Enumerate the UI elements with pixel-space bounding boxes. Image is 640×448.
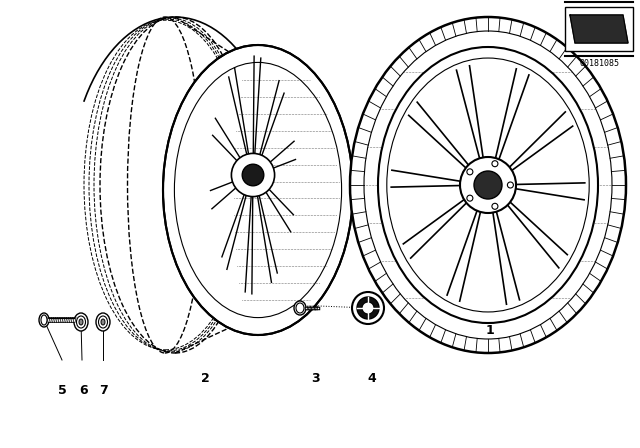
Text: 5: 5 bbox=[58, 383, 67, 396]
Text: 4: 4 bbox=[367, 371, 376, 384]
Ellipse shape bbox=[467, 195, 473, 201]
Bar bbox=[565, 7, 633, 51]
Text: 2: 2 bbox=[200, 371, 209, 384]
Ellipse shape bbox=[163, 45, 353, 335]
Ellipse shape bbox=[99, 316, 108, 328]
Text: 7: 7 bbox=[99, 383, 108, 396]
Text: 1: 1 bbox=[486, 323, 494, 336]
Ellipse shape bbox=[467, 169, 473, 175]
Ellipse shape bbox=[362, 302, 374, 314]
Ellipse shape bbox=[101, 319, 105, 325]
Text: 3: 3 bbox=[310, 371, 319, 384]
Ellipse shape bbox=[352, 292, 384, 324]
Text: 6: 6 bbox=[80, 383, 88, 396]
Ellipse shape bbox=[79, 319, 83, 325]
Ellipse shape bbox=[41, 315, 47, 325]
Ellipse shape bbox=[378, 47, 598, 323]
Ellipse shape bbox=[492, 203, 498, 209]
Ellipse shape bbox=[74, 313, 88, 331]
Ellipse shape bbox=[350, 17, 626, 353]
Ellipse shape bbox=[294, 301, 306, 315]
Text: 00181085: 00181085 bbox=[579, 59, 619, 68]
Ellipse shape bbox=[474, 171, 502, 199]
Polygon shape bbox=[570, 15, 628, 43]
Ellipse shape bbox=[296, 303, 304, 313]
Ellipse shape bbox=[357, 297, 379, 319]
Ellipse shape bbox=[96, 313, 110, 331]
Ellipse shape bbox=[232, 153, 275, 197]
Ellipse shape bbox=[39, 313, 49, 327]
Ellipse shape bbox=[508, 182, 513, 188]
Ellipse shape bbox=[242, 164, 264, 186]
Ellipse shape bbox=[492, 161, 498, 167]
Ellipse shape bbox=[460, 157, 516, 213]
Ellipse shape bbox=[77, 316, 86, 328]
